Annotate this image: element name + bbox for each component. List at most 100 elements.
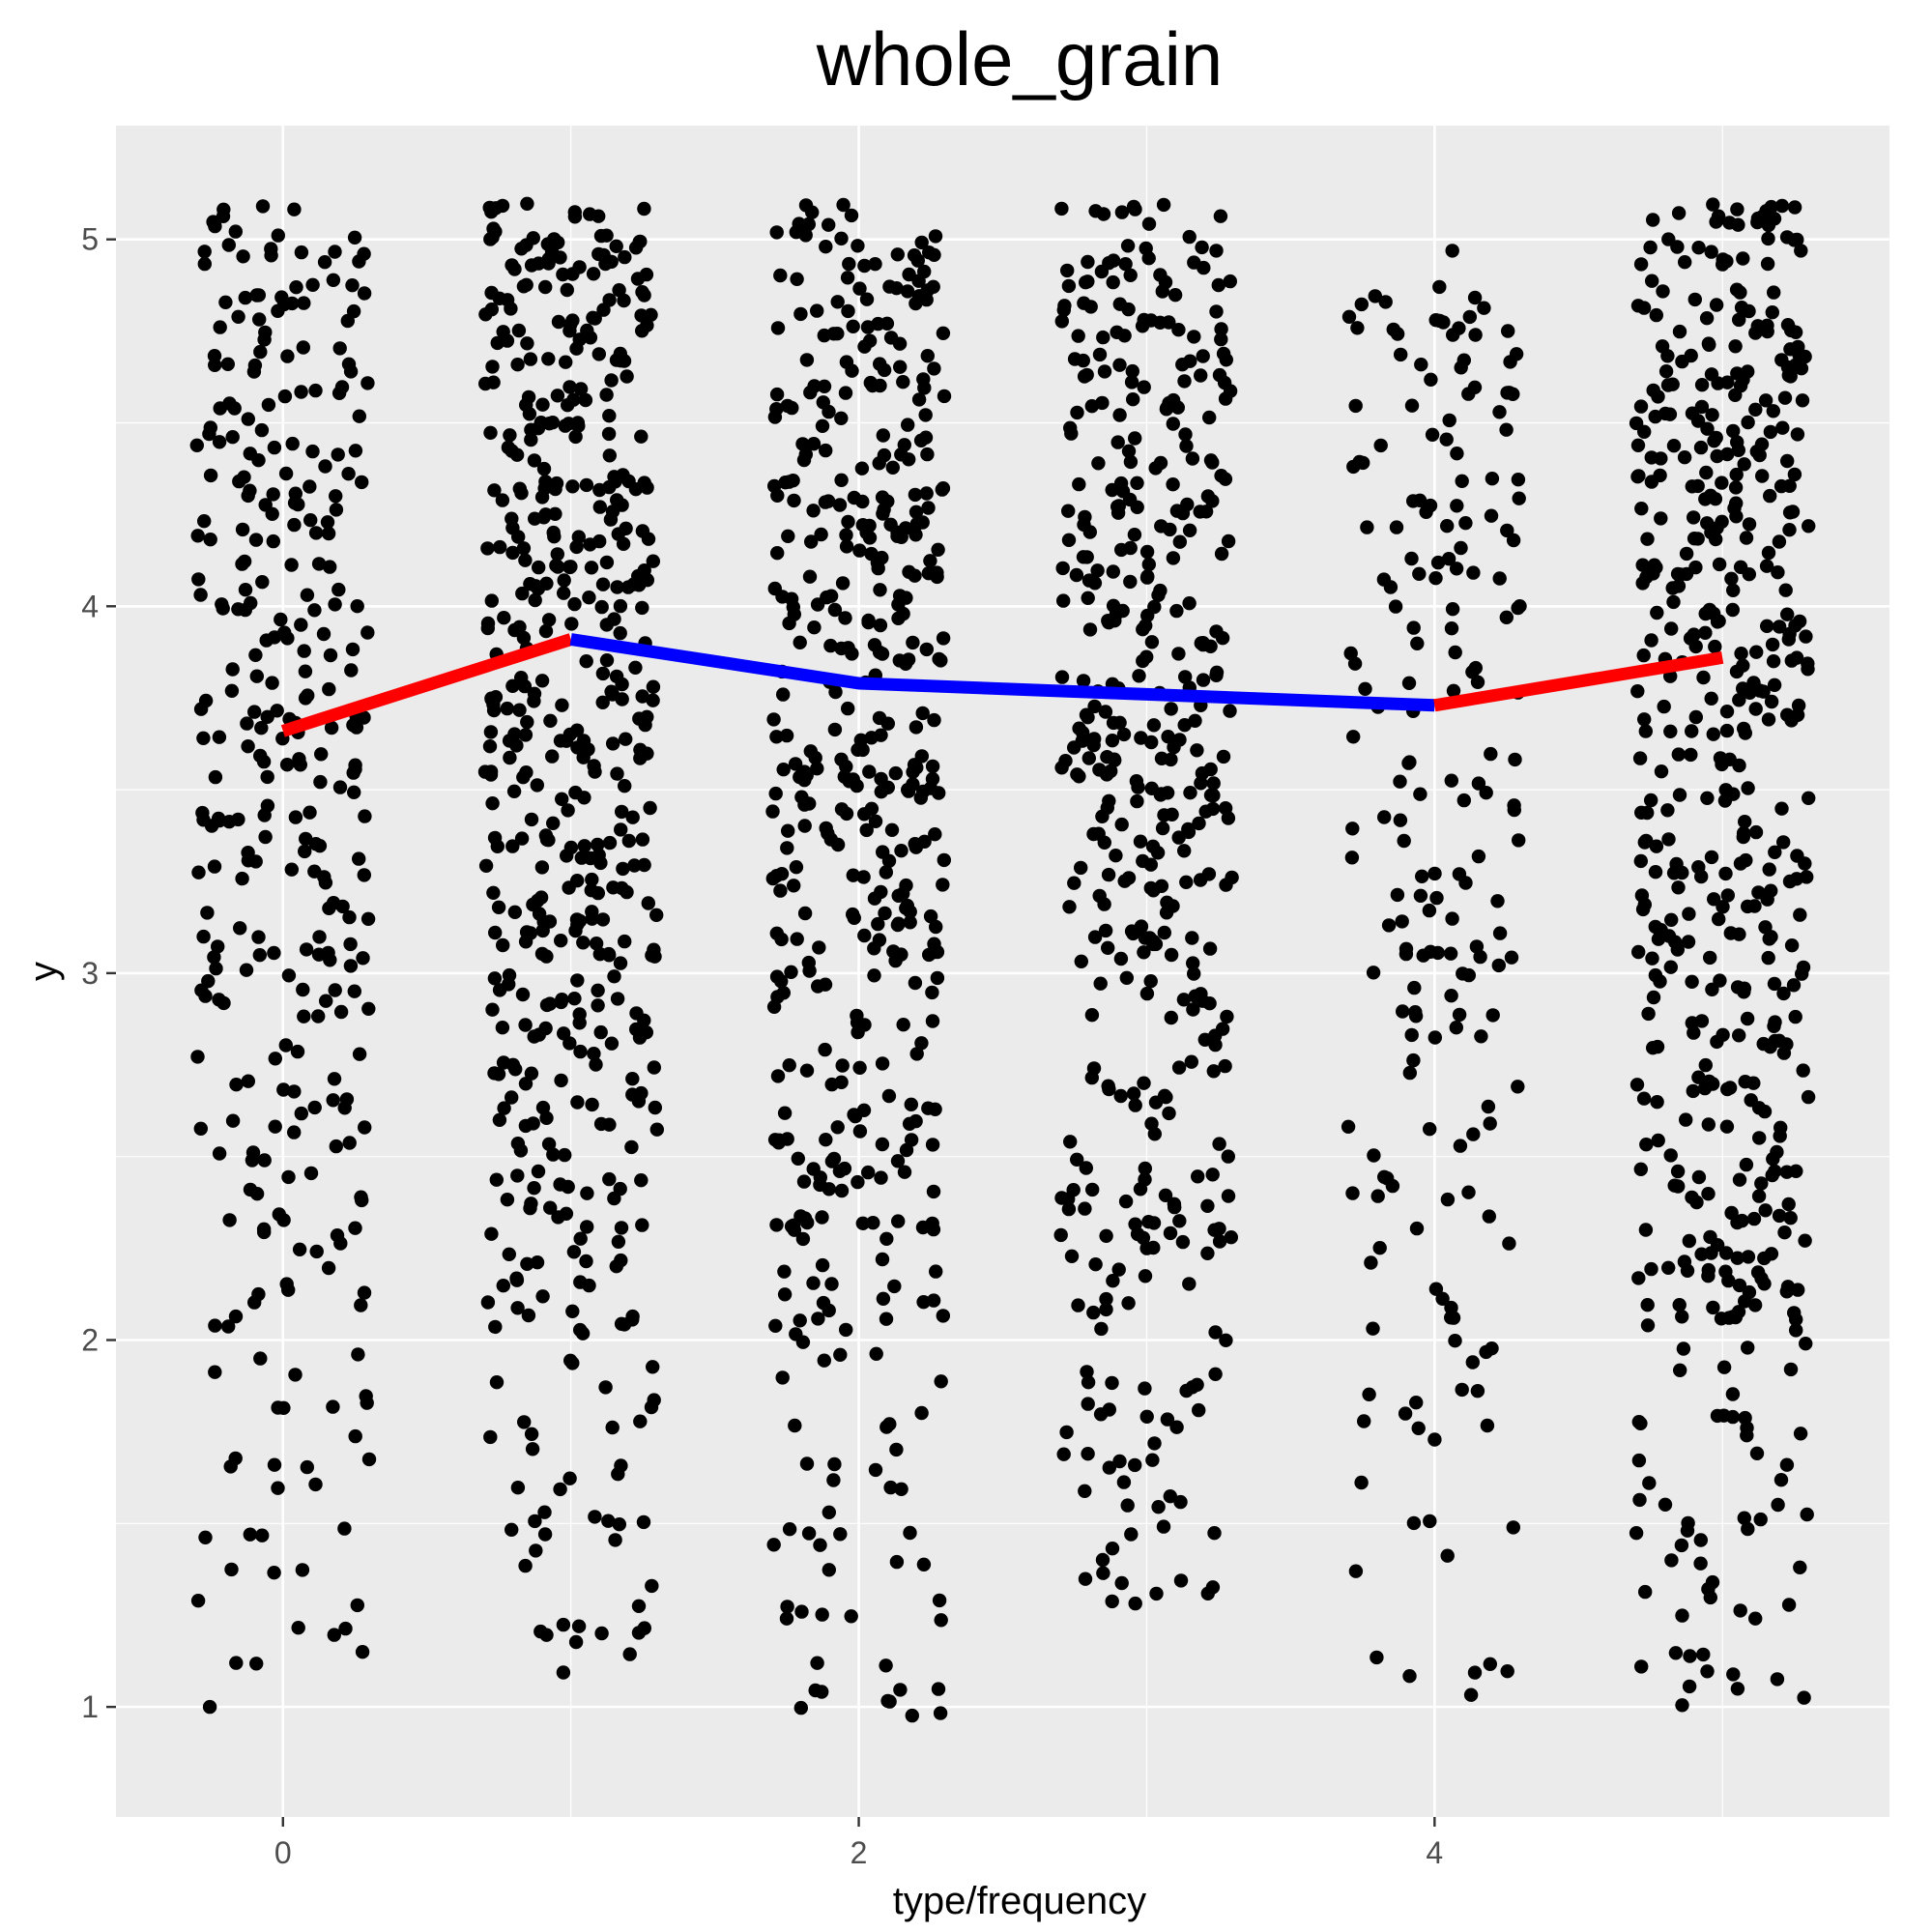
scatter-point xyxy=(852,281,867,296)
scatter-point xyxy=(855,1216,870,1231)
scatter-point xyxy=(591,347,606,361)
scatter-point xyxy=(1631,944,1646,960)
scatter-point xyxy=(580,323,594,338)
scatter-point xyxy=(573,1044,588,1059)
scatter-point xyxy=(1070,405,1084,420)
scatter-point xyxy=(834,231,849,245)
scatter-point xyxy=(554,1073,568,1088)
scatter-point xyxy=(587,759,601,773)
scatter-point xyxy=(1645,274,1659,288)
scatter-point xyxy=(1137,1076,1151,1090)
scatter-point xyxy=(1746,1211,1762,1226)
scatter-point xyxy=(534,674,550,688)
scatter-point xyxy=(797,764,812,779)
scatter-point xyxy=(851,1024,865,1040)
scatter-point xyxy=(1743,685,1757,700)
scatter-point xyxy=(1166,477,1180,492)
scatter-point xyxy=(216,209,231,223)
scatter-point xyxy=(1168,288,1183,303)
scatter-point xyxy=(254,422,270,438)
scatter-point xyxy=(331,447,345,462)
scatter-point xyxy=(610,493,624,507)
scatter-point xyxy=(1630,684,1645,699)
scatter-point xyxy=(841,303,855,319)
scatter-point xyxy=(527,1181,541,1196)
scatter-point xyxy=(1383,580,1399,594)
scatter-point xyxy=(1485,1341,1499,1356)
scatter-point xyxy=(599,228,614,243)
scatter-point xyxy=(1138,1269,1153,1283)
scatter-point xyxy=(1112,408,1127,422)
scatter-point xyxy=(1483,1657,1498,1672)
scatter-point xyxy=(1675,1698,1689,1713)
scatter-point xyxy=(1748,824,1764,840)
scatter-point xyxy=(593,1116,609,1132)
scatter-point xyxy=(569,341,584,356)
scatter-point xyxy=(267,1457,282,1472)
scatter-point xyxy=(1766,654,1781,669)
scatter-point xyxy=(537,1505,552,1519)
scatter-point xyxy=(839,528,853,542)
scatter-point xyxy=(538,623,554,639)
scatter-point xyxy=(1767,285,1781,300)
scatter-point xyxy=(1636,648,1651,663)
scatter-point xyxy=(1110,325,1124,339)
scatter-point xyxy=(1061,533,1077,547)
scatter-point xyxy=(357,1285,372,1300)
scatter-point xyxy=(1101,1079,1115,1093)
scatter-point xyxy=(296,340,310,355)
scatter-point xyxy=(633,751,648,765)
scatter-point xyxy=(815,1210,829,1225)
scatter-point xyxy=(580,1220,594,1234)
scatter-point xyxy=(1409,1221,1425,1236)
scatter-point xyxy=(782,1522,797,1537)
scatter-point xyxy=(1739,531,1754,545)
scatter-point xyxy=(1747,899,1762,913)
scatter-point xyxy=(1693,1556,1708,1571)
scatter-point xyxy=(1081,591,1095,605)
scatter-point xyxy=(1749,645,1764,659)
scatter-point xyxy=(1716,252,1730,267)
scatter-point xyxy=(1780,707,1795,722)
scatter-point xyxy=(1636,1091,1652,1106)
scatter-point xyxy=(1444,1311,1458,1325)
scatter-point xyxy=(1653,468,1667,483)
scatter-point xyxy=(1200,489,1216,504)
scatter-point xyxy=(1071,1298,1085,1312)
scatter-point xyxy=(228,224,243,239)
scatter-point xyxy=(610,992,625,1006)
scatter-point xyxy=(1151,1500,1166,1514)
scatter-point xyxy=(839,760,853,774)
scatter-point xyxy=(1153,583,1168,598)
scatter-point xyxy=(769,1218,784,1232)
scatter-point xyxy=(284,558,299,572)
scatter-point xyxy=(1787,200,1802,215)
scatter-point xyxy=(303,805,317,820)
scatter-point xyxy=(1730,435,1745,449)
scatter-point xyxy=(1200,1198,1215,1214)
scatter-point xyxy=(323,648,338,663)
scatter-point xyxy=(635,285,649,300)
scatter-point xyxy=(631,1599,647,1614)
scatter-point xyxy=(502,734,517,748)
scatter-point xyxy=(606,736,620,751)
scatter-point xyxy=(537,1527,553,1542)
scatter-point xyxy=(779,1611,794,1626)
scatter-point xyxy=(777,1287,793,1302)
scatter-point xyxy=(360,911,376,926)
scatter-point xyxy=(793,1700,808,1716)
scatter-point xyxy=(303,1166,319,1181)
scatter-point xyxy=(839,355,854,369)
scatter-point xyxy=(573,1231,588,1246)
scatter-point xyxy=(1345,822,1360,836)
scatter-point xyxy=(1112,1454,1127,1469)
scatter-point xyxy=(531,893,545,908)
scatter-point xyxy=(806,437,822,451)
scatter-point xyxy=(1114,817,1129,832)
scatter-point xyxy=(841,701,855,716)
scatter-point xyxy=(500,701,514,716)
scatter-point xyxy=(1481,1099,1496,1114)
scatter-point xyxy=(538,279,553,295)
scatter-point xyxy=(1181,824,1197,840)
